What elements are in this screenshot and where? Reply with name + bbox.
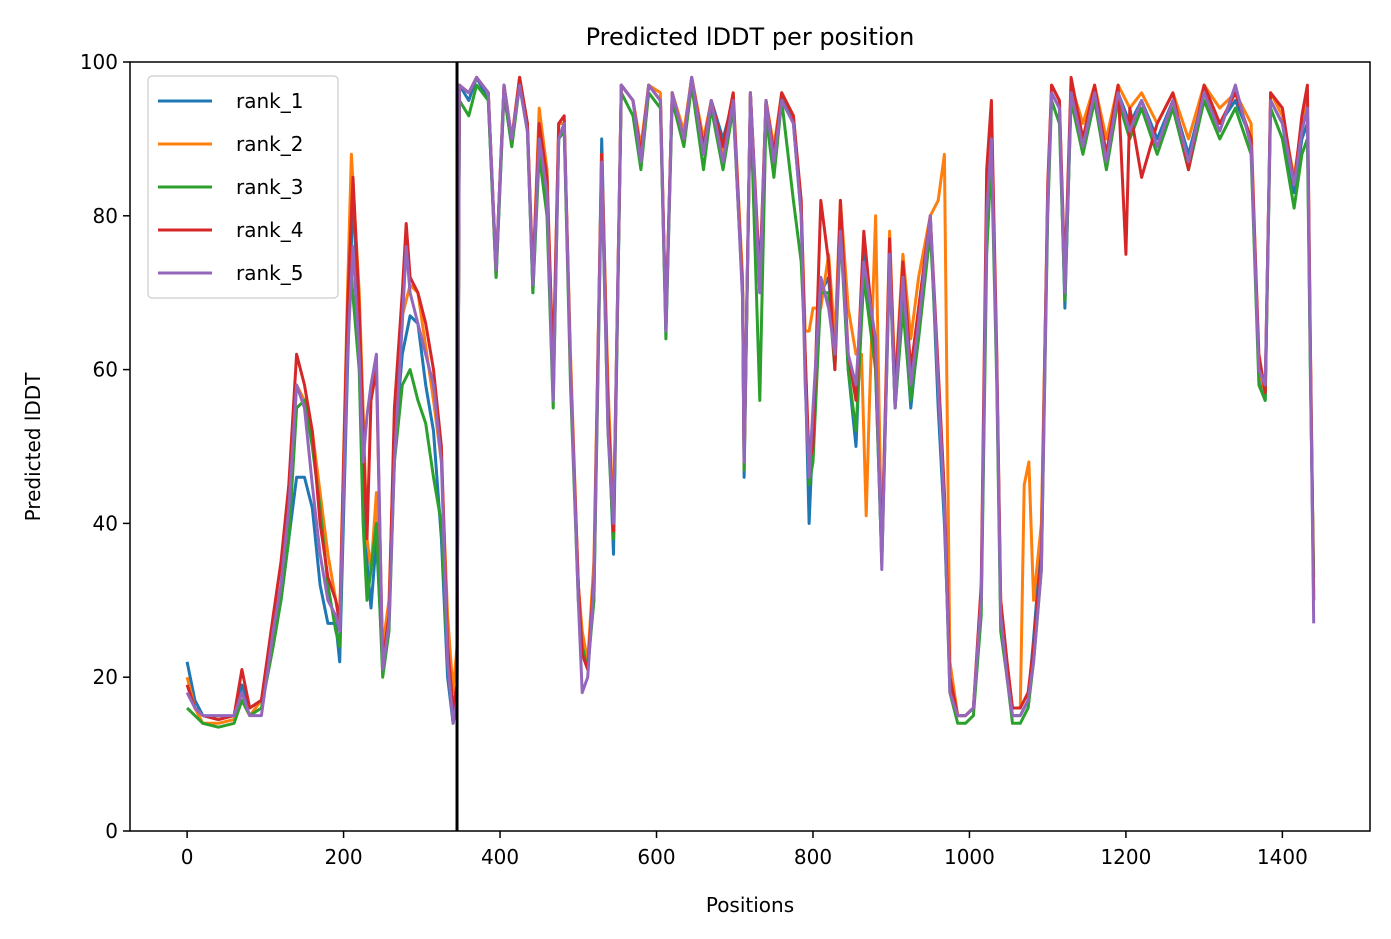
legend-label: rank_4 (236, 218, 303, 242)
y-axis-ticks: 0 20 40 60 80 100 (80, 50, 130, 843)
legend-label: rank_5 (236, 261, 303, 285)
x-axis-ticks: 0 200 400 600 800 1000 1200 1400 (181, 831, 1308, 869)
y-tick-label: 0 (105, 819, 118, 843)
series-line-5 (185, 75, 1316, 725)
y-tick-label: 80 (93, 204, 118, 228)
series-layer (185, 75, 1316, 729)
y-tick-label: 100 (80, 50, 118, 74)
x-tick-label: 600 (637, 845, 675, 869)
x-tick-label: 0 (181, 845, 194, 869)
legend-label: rank_3 (236, 175, 303, 199)
y-tick-label: 60 (93, 358, 118, 382)
y-tick-label: 40 (93, 511, 118, 535)
plot-frame (129, 61, 1371, 832)
x-tick-label: 1400 (1257, 845, 1308, 869)
legend-box (147, 75, 339, 299)
legend: rank_1 rank_2 rank_3 rank_4 rank_5 (147, 75, 339, 299)
chart-title: Predicted lDDT per position (586, 23, 915, 51)
series-line-3 (186, 83, 1316, 729)
legend-label: rank_2 (236, 132, 303, 156)
x-axis-label: Positions (706, 893, 794, 917)
x-tick-label: 200 (324, 845, 362, 869)
x-tick-label: 800 (794, 845, 832, 869)
x-tick-label: 400 (481, 845, 519, 869)
x-tick-label: 1200 (1100, 845, 1151, 869)
y-axis-label: Predicted lDDT (21, 372, 45, 522)
x-tick-label: 1000 (944, 845, 995, 869)
y-tick-label: 20 (93, 665, 118, 689)
legend-label: rank_1 (236, 89, 303, 113)
